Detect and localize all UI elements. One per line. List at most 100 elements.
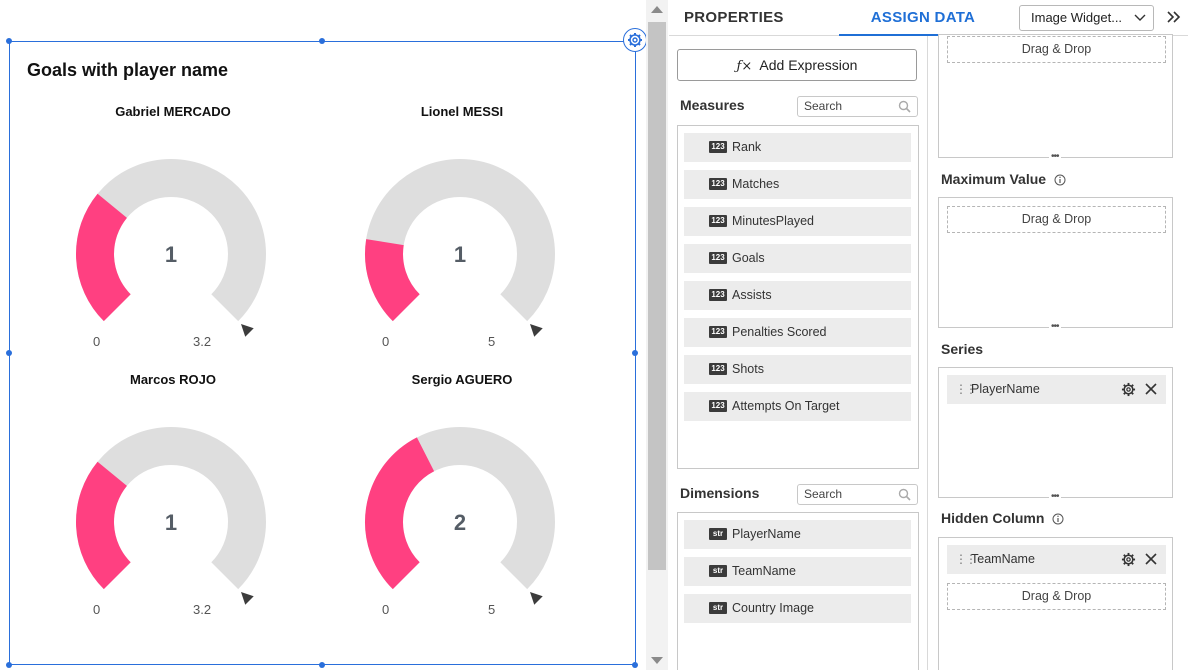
gauge-max-label: 5 xyxy=(488,334,496,349)
maximum-value-label: Maximum Value xyxy=(941,171,1047,187)
double-chevron-right-icon xyxy=(1167,11,1181,23)
measure-field-label: Rank xyxy=(732,140,762,154)
maximum-value-title: Maximum Value xyxy=(941,171,1066,187)
gauge-2: Marcos ROJO 1 0 3.2 xyxy=(53,372,293,632)
resize-grip-icon[interactable]: ••• xyxy=(1049,321,1061,332)
measures-list: 123 Rank 123 Matches 123 MinutesPlayed 123 Goal… xyxy=(677,125,919,469)
gauge-player-name: Lionel MESSI xyxy=(420,104,504,119)
string-type-icon: str xyxy=(709,602,727,614)
close-icon[interactable] xyxy=(1144,382,1158,396)
gear-icon[interactable] xyxy=(1121,552,1136,567)
tab-properties[interactable]: PROPERTIES xyxy=(684,9,784,26)
measure-field-item[interactable]: 123 Goals xyxy=(684,244,911,273)
info-icon[interactable] xyxy=(1054,174,1066,186)
measure-field-label: Assists xyxy=(732,288,772,302)
gauge-max-label: 5 xyxy=(488,602,496,617)
series-chip-label: PlayerName xyxy=(971,382,1040,396)
search-icon xyxy=(898,488,911,501)
resize-handle-top-left[interactable] xyxy=(6,38,12,44)
resize-grip-icon[interactable]: ••• xyxy=(1049,491,1061,502)
info-icon[interactable] xyxy=(1052,513,1064,525)
resize-handle-bottom[interactable] xyxy=(319,662,325,668)
gauge-min-label: 0 xyxy=(93,334,101,349)
numeric-type-icon: 123 xyxy=(709,178,727,190)
add-expression-button[interactable]: ƒ× Add Expression xyxy=(677,49,917,81)
drag-drop-target[interactable]: Drag & Drop xyxy=(947,206,1166,233)
measure-field-label: Shots xyxy=(732,362,764,376)
resize-handle-top[interactable] xyxy=(319,38,325,44)
measures-search-placeholder: Search xyxy=(804,99,843,113)
gauge-min-label: 0 xyxy=(382,602,390,617)
gear-icon[interactable] xyxy=(1121,382,1136,397)
numeric-type-icon: 123 xyxy=(709,363,727,375)
maximum-value-drop-zone[interactable]: Drag & Drop ••• xyxy=(938,197,1173,332)
dimensions-search-input[interactable]: Search xyxy=(797,484,918,505)
measure-field-label: Penalties Scored xyxy=(732,325,827,339)
string-type-icon: str xyxy=(709,565,727,577)
dimension-field-item[interactable]: str TeamName xyxy=(684,557,911,586)
dashboard-canvas: Goals with player name Gabriel MERCADO 1 0… xyxy=(6,0,668,670)
measure-field-item[interactable]: 123 Attempts On Target xyxy=(684,392,911,421)
gauge-player-name: Gabriel MERCADO xyxy=(115,104,231,119)
gauge-value-bar xyxy=(365,437,435,590)
hidden-column-label: Hidden Column xyxy=(941,510,1045,526)
widget-type-select-value: Image Widget... xyxy=(1031,10,1123,25)
measure-field-item[interactable]: 123 MinutesPlayed xyxy=(684,207,911,236)
measure-field-item[interactable]: 123 Matches xyxy=(684,170,911,199)
numeric-type-icon: 123 xyxy=(709,252,727,264)
dimensions-search-placeholder: Search xyxy=(804,487,843,501)
drag-drop-target[interactable]: Drag & Drop xyxy=(947,36,1166,63)
resize-handle-bottom-left[interactable] xyxy=(6,662,12,668)
hidden-column-chip-label: TeamName xyxy=(971,552,1035,566)
gauge-value-bar xyxy=(365,239,421,322)
gauge-1: Lionel MESSI 1 0 5 xyxy=(342,104,582,364)
radial-gauge-widget[interactable]: Goals with player name Gabriel MERCADO 1 0… xyxy=(9,41,636,665)
hidden-column-chip[interactable]: ⋮⋮ TeamName xyxy=(947,545,1166,574)
series-chip[interactable]: ⋮⋮ PlayerName xyxy=(947,375,1166,404)
gauge-chart: 2 xyxy=(365,427,555,605)
gear-icon xyxy=(628,33,642,47)
dimension-field-item[interactable]: str Country Image xyxy=(684,594,911,623)
resize-grip-icon[interactable]: ••• xyxy=(1049,151,1061,162)
hidden-column-title: Hidden Column xyxy=(941,510,1064,526)
resize-handle-right[interactable] xyxy=(632,350,638,356)
string-type-icon: str xyxy=(709,528,727,540)
canvas-scrollbar[interactable] xyxy=(646,0,668,670)
series-drop-zone[interactable]: ⋮⋮ PlayerName ••• xyxy=(938,367,1173,502)
drag-handle-icon[interactable]: ⋮⋮ xyxy=(955,552,977,566)
scroll-thumb[interactable] xyxy=(648,22,666,570)
gauge-pointer-icon xyxy=(530,324,543,337)
gauge-value-bar xyxy=(76,461,132,590)
dimension-field-label: PlayerName xyxy=(732,527,801,541)
gauge-0: Gabriel MERCADO 1 0 3.2 xyxy=(53,104,293,364)
dimension-field-item[interactable]: str PlayerName xyxy=(684,520,911,549)
measures-title: Measures xyxy=(680,97,745,113)
measures-search-input[interactable]: Search xyxy=(797,96,918,117)
drag-drop-target[interactable]: Drag & Drop xyxy=(947,583,1166,610)
gauge-value-label: 1 xyxy=(165,510,177,535)
measure-field-item[interactable]: 123 Assists xyxy=(684,281,911,310)
measure-field-label: Matches xyxy=(732,177,780,191)
tab-assign-data[interactable]: ASSIGN DATA xyxy=(839,0,1007,36)
properties-panel: PROPERTIES ASSIGN DATA Image Widget... ƒ… xyxy=(669,0,1188,670)
gauge-chart: 1 xyxy=(76,159,266,337)
close-icon[interactable] xyxy=(1144,552,1158,566)
widget-settings-button[interactable] xyxy=(623,28,647,52)
gauge-pointer-icon xyxy=(241,592,254,605)
hidden-column-drop-zone[interactable]: ⋮⋮ TeamName Drag & Drop xyxy=(938,537,1173,670)
gauge-chart: 1 xyxy=(76,427,266,605)
numeric-type-icon: 123 xyxy=(709,326,727,338)
measure-field-item[interactable]: 123 Shots xyxy=(684,355,911,384)
resize-handle-left[interactable] xyxy=(6,350,12,356)
measure-field-item[interactable]: 123 Penalties Scored xyxy=(684,318,911,347)
series-title: Series xyxy=(941,341,984,357)
widget-type-select[interactable]: Image Widget... xyxy=(1019,5,1154,31)
scroll-down-arrow-icon[interactable] xyxy=(651,657,663,664)
scroll-up-arrow-icon[interactable] xyxy=(651,6,663,13)
resize-handle-bottom-right[interactable] xyxy=(632,662,638,668)
collapse-panel-button[interactable] xyxy=(1165,8,1185,28)
value-drop-zone[interactable]: Drag & Drop ••• xyxy=(938,34,1173,162)
measure-field-item[interactable]: 123 Rank xyxy=(684,133,911,162)
gauge-chart: 1 xyxy=(365,159,555,337)
drag-handle-icon[interactable]: ⋮⋮ xyxy=(955,382,977,396)
